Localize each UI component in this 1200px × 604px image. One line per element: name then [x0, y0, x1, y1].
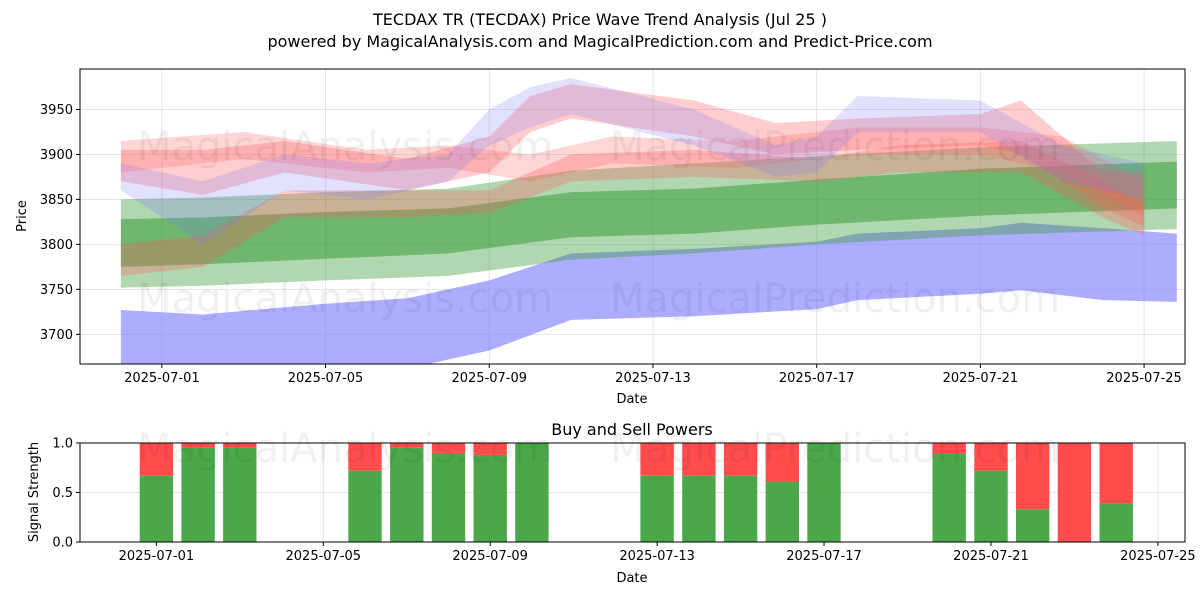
sell-bar	[640, 443, 674, 476]
price-ytick-label: 3700	[40, 328, 73, 343]
sell-bar	[181, 443, 215, 448]
blue-wave-band	[120, 78, 1145, 245]
price-bands	[120, 78, 1177, 364]
buy-bar	[932, 453, 966, 542]
figure-subtitle: powered by MagicalAnalysis.com and Magic…	[267, 32, 932, 51]
signal-xtick-label: 2025-07-01	[119, 549, 195, 564]
price-ticks: 2025-07-01 2025-07-05 2025-07-09 2025-07-13…	[40, 103, 1182, 386]
watermark-prediction-bottom: MagicalPrediction.com	[610, 426, 1060, 472]
signal-ticks: 2025-07-01 2025-07-05 2025-07-09 2025-07-13…	[52, 437, 1195, 565]
blue-lower-band	[120, 222, 1177, 364]
sell-bar	[431, 443, 466, 453]
price-xlabel: Date	[616, 392, 647, 407]
buy-bar	[515, 443, 549, 542]
sell-bar	[723, 443, 758, 476]
signal-ytick-label: 1.0	[52, 437, 73, 452]
signal-ytick-label: 0.5	[52, 486, 73, 501]
buy-bar	[181, 447, 215, 542]
price-xtick-label: 2025-07-17	[779, 371, 855, 386]
price-watermarks: MagicalAnalysis.com MagicalPrediction.co…	[137, 124, 1060, 322]
signal-xtick-label: 2025-07-21	[953, 549, 1029, 564]
watermark-prediction-top: MagicalPrediction.com	[610, 124, 1060, 170]
figure-title: TECDAX TR (TECDAX) Price Wave Trend Anal…	[372, 10, 827, 29]
price-xtick-label: 2025-07-01	[124, 371, 200, 386]
signal-xlabel: Date	[616, 571, 647, 586]
buy-bar	[139, 475, 174, 542]
sell-bar	[765, 443, 799, 482]
signal-xtick-label: 2025-07-05	[286, 549, 362, 564]
price-xtick-label: 2025-07-05	[288, 371, 364, 386]
signal-xtick-label: 2025-07-25	[1120, 549, 1196, 564]
watermark-analysis-bottom: MagicalAnalysis.com	[137, 426, 553, 472]
buy-bar	[348, 470, 382, 542]
buy-bar	[723, 475, 758, 542]
buy-bar	[640, 475, 674, 542]
buy-bar	[1099, 503, 1133, 542]
buy-bar	[807, 443, 841, 542]
signal-xtick-label: 2025-07-17	[786, 549, 862, 564]
signal-watermarks: MagicalAnalysis.com MagicalPrediction.co…	[137, 426, 1060, 472]
signal-xtick-label: 2025-07-09	[452, 549, 528, 564]
price-xtick-label: 2025-07-25	[1106, 371, 1182, 386]
red-wave-band-1	[120, 84, 1145, 227]
signal-xtick-label: 2025-07-13	[619, 549, 695, 564]
buy-bar	[390, 447, 424, 542]
price-ytick-label: 3900	[40, 148, 73, 163]
sell-bar	[223, 443, 257, 448]
sell-bar	[139, 443, 174, 476]
watermark-analysis-top: MagicalAnalysis.com	[137, 124, 553, 170]
price-ytick-label: 3850	[40, 193, 73, 208]
buy-bar	[974, 470, 1008, 542]
price-ytick-label: 3800	[40, 238, 73, 253]
sell-bar	[1016, 443, 1050, 510]
watermark-analysis-mid: MagicalAnalysis.com	[137, 276, 553, 322]
sell-bar	[682, 443, 716, 476]
buy-bar	[682, 475, 716, 542]
signal-panel: Buy and Sell Powers MagicalAnalysis.com …	[27, 420, 1196, 586]
price-axes-frame	[79, 68, 1186, 365]
price-ylabel: Price	[15, 200, 30, 232]
buy-bar	[431, 452, 466, 542]
sell-bar	[473, 443, 507, 455]
sell-bar	[932, 443, 966, 454]
price-panel: MagicalAnalysis.com MagicalPrediction.co…	[15, 68, 1186, 407]
sell-bar	[974, 443, 1008, 471]
price-xtick-label: 2025-07-21	[943, 371, 1019, 386]
signal-ylabel: Signal Strength	[27, 442, 42, 542]
red-wave-band-2	[120, 127, 1145, 218]
buy-bar	[765, 481, 799, 542]
price-ytick-label: 3950	[40, 103, 73, 118]
price-ytick-label: 3750	[40, 283, 73, 298]
sell-bar	[1099, 443, 1133, 504]
watermark-prediction-mid: MagicalPrediction.com	[610, 276, 1060, 322]
sell-bar	[348, 443, 382, 471]
signal-ytick-label: 0.0	[52, 536, 73, 551]
signal-bars	[139, 443, 1133, 542]
buy-bar	[1016, 509, 1050, 542]
sell-bar	[390, 443, 424, 448]
sell-bar	[1057, 443, 1092, 542]
signal-title: Buy and Sell Powers	[551, 420, 713, 439]
buy-bar	[473, 454, 507, 542]
red-wave-band-3	[120, 141, 1145, 276]
price-xtick-label: 2025-07-13	[615, 371, 691, 386]
green-mid-band	[120, 161, 1177, 267]
buy-bar	[223, 447, 257, 542]
price-xtick-label: 2025-07-09	[451, 371, 527, 386]
